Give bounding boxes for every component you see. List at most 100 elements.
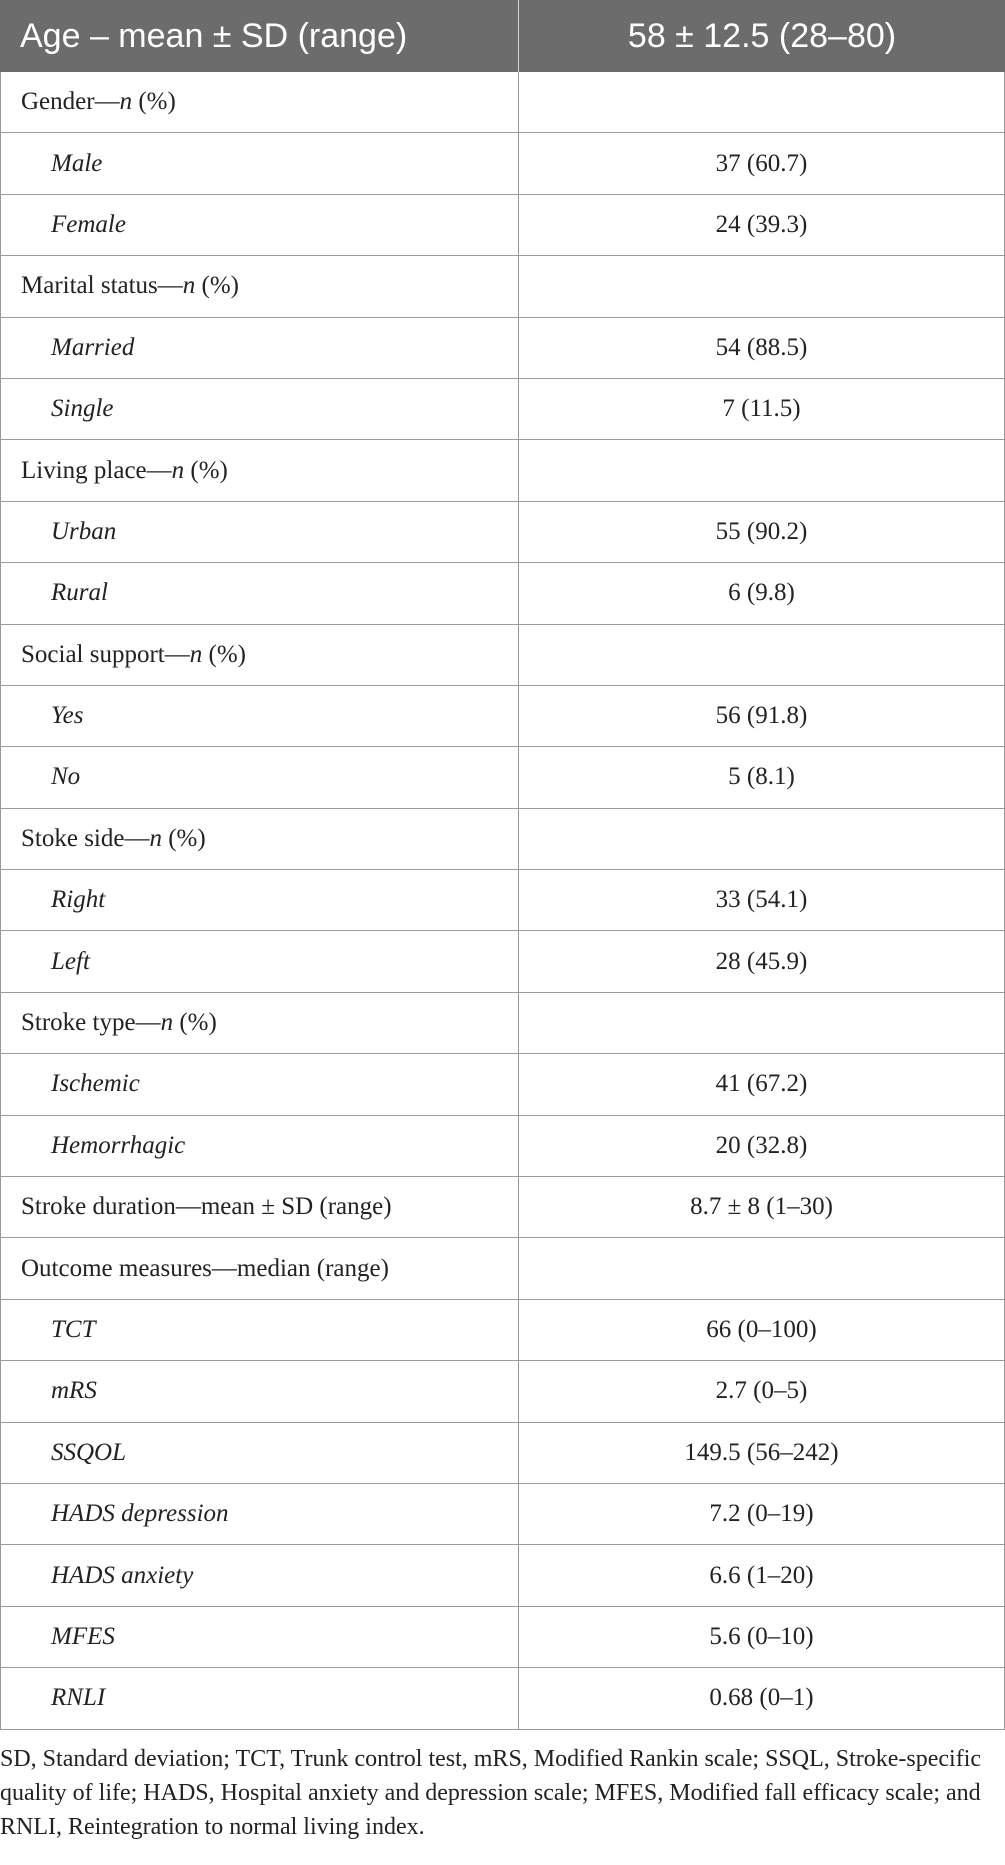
row-value: 33 (54.1) xyxy=(519,870,1005,931)
row-value xyxy=(519,992,1005,1054)
row-value: 37 (60.7) xyxy=(519,133,1005,194)
table-group-row: Stoke side— n (%) xyxy=(0,808,1005,871)
table-subrow: Urban 55 (90.2) xyxy=(0,501,1005,564)
row-label: Stroke type— n (%) xyxy=(0,992,519,1054)
row-label: Male xyxy=(0,133,519,194)
row-value: 8.7 ± 8 (1–30) xyxy=(519,1177,1005,1238)
table-subrow: Single 7 (11.5) xyxy=(0,378,1005,441)
table-subrow: HADS depression 7.2 (0–19) xyxy=(0,1483,1005,1546)
table-subrow: SSQOL 149.5 (56–242) xyxy=(0,1422,1005,1484)
row-label-suffix: (%) xyxy=(173,1009,217,1037)
row-label: Right xyxy=(0,870,519,931)
header-value: 58 ± 12.5 (28–80) xyxy=(627,16,897,55)
table-group-row: Stroke type— n (%) xyxy=(0,992,1005,1055)
table-group-row: Outcome measures—median (range) xyxy=(0,1238,1005,1300)
row-label: SSQOL xyxy=(0,1422,519,1483)
row-value xyxy=(519,624,1005,685)
table-subrow: HADS anxiety 6.6 (1–20) xyxy=(0,1545,1005,1607)
row-label: RNLI xyxy=(0,1668,519,1729)
row-value: 55 (90.2) xyxy=(519,501,1005,563)
row-label: Yes xyxy=(0,685,519,747)
row-label-suffix: (%) xyxy=(161,824,206,852)
row-label-prefix: Stroke type— xyxy=(21,1009,161,1037)
row-label: Outcome measures—median (range) xyxy=(0,1238,519,1299)
row-value xyxy=(519,72,1005,133)
row-label: Rural xyxy=(0,563,519,624)
row-label-suffix: (%) xyxy=(132,88,176,116)
table-subrow: Rural 6 (9.8) xyxy=(0,563,1005,625)
table-group-row: Gender— n (%) xyxy=(0,72,1005,134)
row-label-prefix: Living place— xyxy=(21,456,172,484)
row-value xyxy=(519,256,1005,317)
row-label: No xyxy=(0,747,519,808)
row-value: 28 (45.9) xyxy=(519,931,1005,992)
table-footnote: SD, Standard deviation; TCT, Trunk contr… xyxy=(0,1746,982,1840)
table-subrow: Right 33 (54.1) xyxy=(0,870,1005,932)
table-group-row: Stroke duration—mean ± SD (range) 8.7 ± 8… xyxy=(0,1177,1005,1239)
row-value: 0.68 (0–1) xyxy=(519,1668,1005,1729)
row-label: Left xyxy=(0,931,519,992)
row-label: Urban xyxy=(0,501,519,563)
row-label-n: n xyxy=(160,1009,174,1037)
header-label: Age – mean ± SD (range) xyxy=(0,0,519,72)
row-label: Female xyxy=(0,194,519,256)
table-subrow: Left 28 (45.9) xyxy=(0,931,1005,993)
row-label-n: n xyxy=(149,824,162,852)
row-label-prefix: Marital status— xyxy=(21,272,183,300)
demographics-table: Age – mean ± SD (range) 58 ± 12.5 (28–80… xyxy=(0,0,1005,1730)
row-value: 56 (91.8) xyxy=(519,685,1005,747)
row-label-n: n xyxy=(182,272,196,300)
table-subrow: No 5 (8.1) xyxy=(0,747,1005,809)
row-label-suffix: (%) xyxy=(184,456,228,484)
table-subrow: Hemorrhagic 20 (32.8) xyxy=(0,1115,1005,1178)
table-group-row: Marital status— n (%) xyxy=(0,256,1005,318)
table-subrow: Ischemic 41 (67.2) xyxy=(0,1054,1005,1116)
table-header-row: Age – mean ± SD (range) 58 ± 12.5 (28–80… xyxy=(0,0,1005,72)
row-label-suffix: (%) xyxy=(202,640,246,668)
table-subrow: MFES 5.6 (0–10) xyxy=(0,1606,1005,1669)
row-label-prefix: Stoke side— xyxy=(21,824,150,852)
row-label: mRS xyxy=(0,1361,519,1422)
row-label: MFES xyxy=(0,1606,519,1668)
row-value: 5.6 (0–10) xyxy=(519,1606,1005,1668)
row-value: 20 (32.8) xyxy=(519,1115,1005,1177)
table-subrow: TCT 66 (0–100) xyxy=(0,1299,1005,1362)
row-label: TCT xyxy=(0,1299,519,1361)
row-label: Marital status— n (%) xyxy=(0,256,519,317)
row-label-n: n xyxy=(119,88,133,116)
row-label: Gender— n (%) xyxy=(0,72,519,133)
row-label: Social support— n (%) xyxy=(0,624,519,685)
row-value: 7.2 (0–19) xyxy=(519,1483,1005,1545)
table-subrow: Male 37 (60.7) xyxy=(0,133,1005,195)
row-label-suffix: (%) xyxy=(195,272,240,300)
row-value: 41 (67.2) xyxy=(519,1054,1005,1115)
row-value: 2.7 (0–5) xyxy=(519,1361,1005,1422)
row-value: 54 (88.5) xyxy=(519,317,1005,378)
row-label-n: n xyxy=(171,456,185,484)
row-label: Living place— n (%) xyxy=(0,440,519,501)
row-label: HADS depression xyxy=(0,1483,519,1545)
row-value: 66 (0–100) xyxy=(519,1299,1005,1361)
row-label: HADS anxiety xyxy=(0,1545,519,1606)
row-label: Hemorrhagic xyxy=(0,1115,519,1177)
table-body: Gender— n (%) Male 37 (60.7) Female 24 (39.3)… xyxy=(0,72,1005,1730)
row-value: 5 (8.1) xyxy=(519,747,1005,808)
row-label-prefix: Gender— xyxy=(21,88,120,116)
row-value: 6 (9.8) xyxy=(519,563,1005,624)
row-label: Stoke side— n (%) xyxy=(0,808,519,870)
table-group-row: Living place— n (%) xyxy=(0,440,1005,502)
table-subrow: RNLI 0.68 (0–1) xyxy=(0,1668,1005,1730)
row-label-n: n xyxy=(189,640,203,668)
table-group-row: Social support— n (%) xyxy=(0,624,1005,686)
row-label: Stroke duration—mean ± SD (range) xyxy=(0,1177,519,1238)
row-value xyxy=(519,440,1005,501)
row-value: 7 (11.5) xyxy=(519,378,1005,440)
row-label: Married xyxy=(0,317,519,378)
row-value: 149.5 (56–242) xyxy=(519,1422,1005,1483)
row-label: Ischemic xyxy=(0,1054,519,1115)
row-value: 24 (39.3) xyxy=(519,194,1005,256)
table-subrow: mRS 2.7 (0–5) xyxy=(0,1361,1005,1423)
row-label: Single xyxy=(0,378,519,440)
table-subrow: Female 24 (39.3) xyxy=(0,194,1005,257)
table-subrow: Married 54 (88.5) xyxy=(0,317,1005,379)
